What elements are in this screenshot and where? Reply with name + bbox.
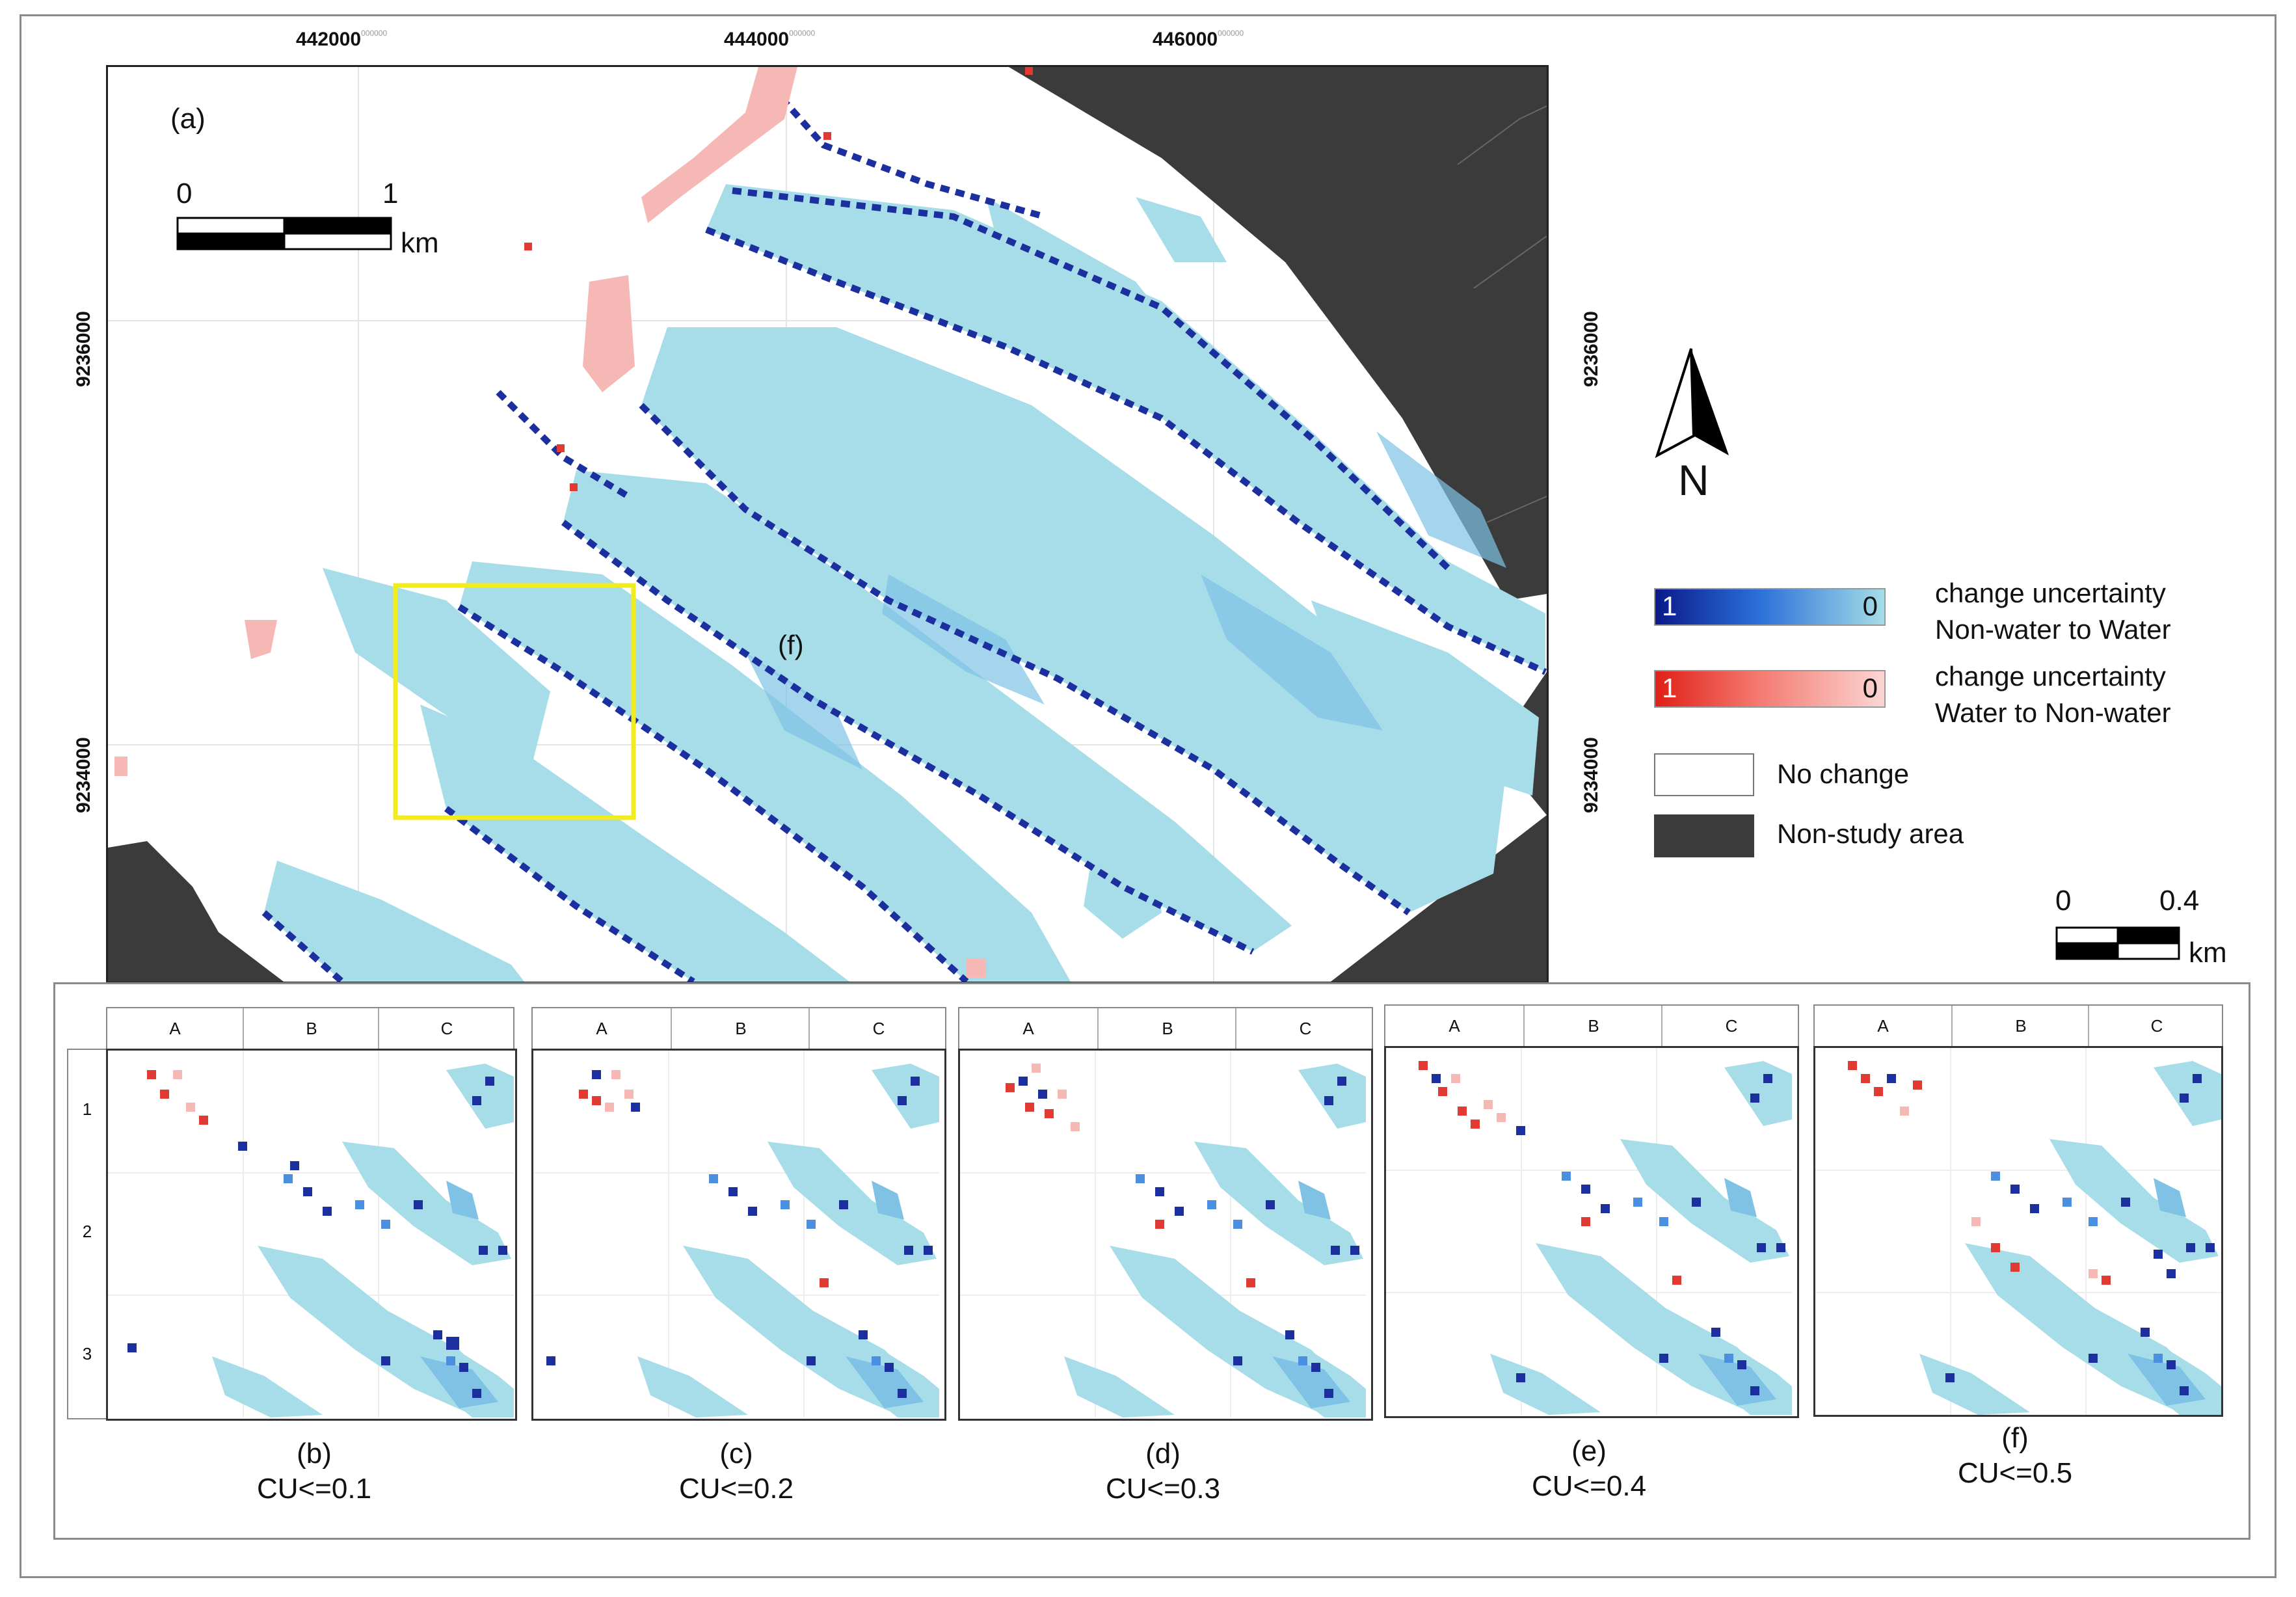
panel-b-map bbox=[106, 1049, 517, 1421]
panel-e-caption: (e) CU<=0.4 bbox=[1531, 1435, 1647, 1502]
figure-frame bbox=[20, 14, 2276, 1578]
legend-blue-label: change uncertainty Non-water to Water bbox=[1935, 578, 2171, 645]
legend-blue-low: 0 bbox=[1862, 591, 1878, 621]
y-tick-9234000-right: 9234000 bbox=[1581, 737, 1602, 813]
legend-red-low: 0 bbox=[1862, 673, 1878, 703]
inset-scalebar: 0 0.4 km bbox=[2055, 885, 2250, 969]
inset-highlight-box bbox=[393, 583, 636, 820]
legend-blue-high: 1 bbox=[1662, 591, 1677, 621]
inset-scalebar-start: 0 bbox=[2055, 885, 2072, 917]
water-bands bbox=[264, 184, 1545, 982]
scalebar-bar bbox=[176, 217, 392, 250]
x-tick-444000: 444000000000 bbox=[724, 29, 816, 50]
legend-red-high: 1 bbox=[1662, 673, 1677, 703]
y-tick-9236000-right: 9236000 bbox=[1581, 311, 1602, 387]
panel-label-a: (a) bbox=[170, 103, 206, 135]
panel-c-svg bbox=[533, 1051, 940, 1418]
legend-no-change-label: No change bbox=[1777, 758, 1910, 789]
panel-column-header: A B C bbox=[106, 1007, 514, 1049]
panel-d-caption: (d) CU<=0.3 bbox=[1105, 1438, 1221, 1505]
panel-c-caption: (c) CU<=0.2 bbox=[678, 1438, 794, 1505]
legend-non-study-swatch bbox=[1654, 814, 1754, 857]
red-change-pixels bbox=[114, 67, 1033, 978]
y-tick-9234000-left: 9234000 bbox=[73, 737, 94, 813]
non-study-area-sw bbox=[108, 841, 284, 982]
inset-marker-label: (f) bbox=[778, 630, 804, 660]
inset-scalebar-unit: km bbox=[2189, 937, 2227, 969]
panel-b-caption: (b) CU<=0.1 bbox=[256, 1438, 372, 1505]
legend-red-ramp: 1 0 bbox=[1654, 670, 1886, 708]
inset-scalebar-end: 0.4 bbox=[2159, 885, 2200, 917]
water-bands-mid bbox=[745, 431, 1506, 770]
x-tick-442000: 442000000000 bbox=[296, 29, 388, 50]
north-label: N bbox=[1678, 456, 1709, 504]
north-arrow: N bbox=[1652, 345, 1737, 507]
panel-f-caption: (f) CU<=0.5 bbox=[1957, 1422, 2073, 1489]
y-tick-9236000-left: 9236000 bbox=[73, 311, 94, 387]
panel-d-svg bbox=[960, 1051, 1367, 1418]
panel-d-map bbox=[958, 1049, 1373, 1421]
panel-row-header: 1 2 3 bbox=[67, 1049, 107, 1419]
legend-red-label: change uncertainty Water to Non-water bbox=[1935, 661, 2171, 728]
scalebar-unit: km bbox=[401, 227, 439, 259]
panel-f-map bbox=[1813, 1046, 2223, 1417]
non-study-area-ne bbox=[1009, 67, 1547, 600]
panel-e-map bbox=[1384, 1046, 1799, 1418]
panel-c-map bbox=[531, 1049, 946, 1421]
legend-non-study-label: Non-study area bbox=[1777, 818, 1964, 849]
panel-e-svg bbox=[1386, 1048, 1793, 1416]
legend-blue-ramp: 1 0 bbox=[1654, 588, 1886, 626]
north-arrow-icon bbox=[1655, 348, 1729, 459]
main-map: (a) (f) 0 1 km bbox=[106, 65, 1549, 984]
x-tick-446000: 446000000000 bbox=[1153, 29, 1244, 50]
legend-no-change-swatch bbox=[1654, 753, 1754, 796]
panel-column-header: A B C bbox=[958, 1007, 1373, 1049]
scalebar-end: 1 bbox=[382, 178, 399, 209]
water-band-edges bbox=[261, 84, 1547, 982]
scalebar-start: 0 bbox=[176, 178, 193, 209]
main-map-svg bbox=[108, 67, 1547, 982]
panel-column-header: A B C bbox=[1813, 1004, 2223, 1046]
panel-f-svg bbox=[1815, 1048, 2221, 1415]
boundary-lines bbox=[1457, 105, 1547, 523]
panel-column-header: A B C bbox=[531, 1007, 946, 1049]
panel-column-header: A B C bbox=[1384, 1004, 1799, 1046]
panel-b-svg bbox=[108, 1051, 514, 1418]
inset-scalebar-bar bbox=[2055, 926, 2180, 960]
threshold-panels-frame bbox=[53, 982, 2250, 1540]
